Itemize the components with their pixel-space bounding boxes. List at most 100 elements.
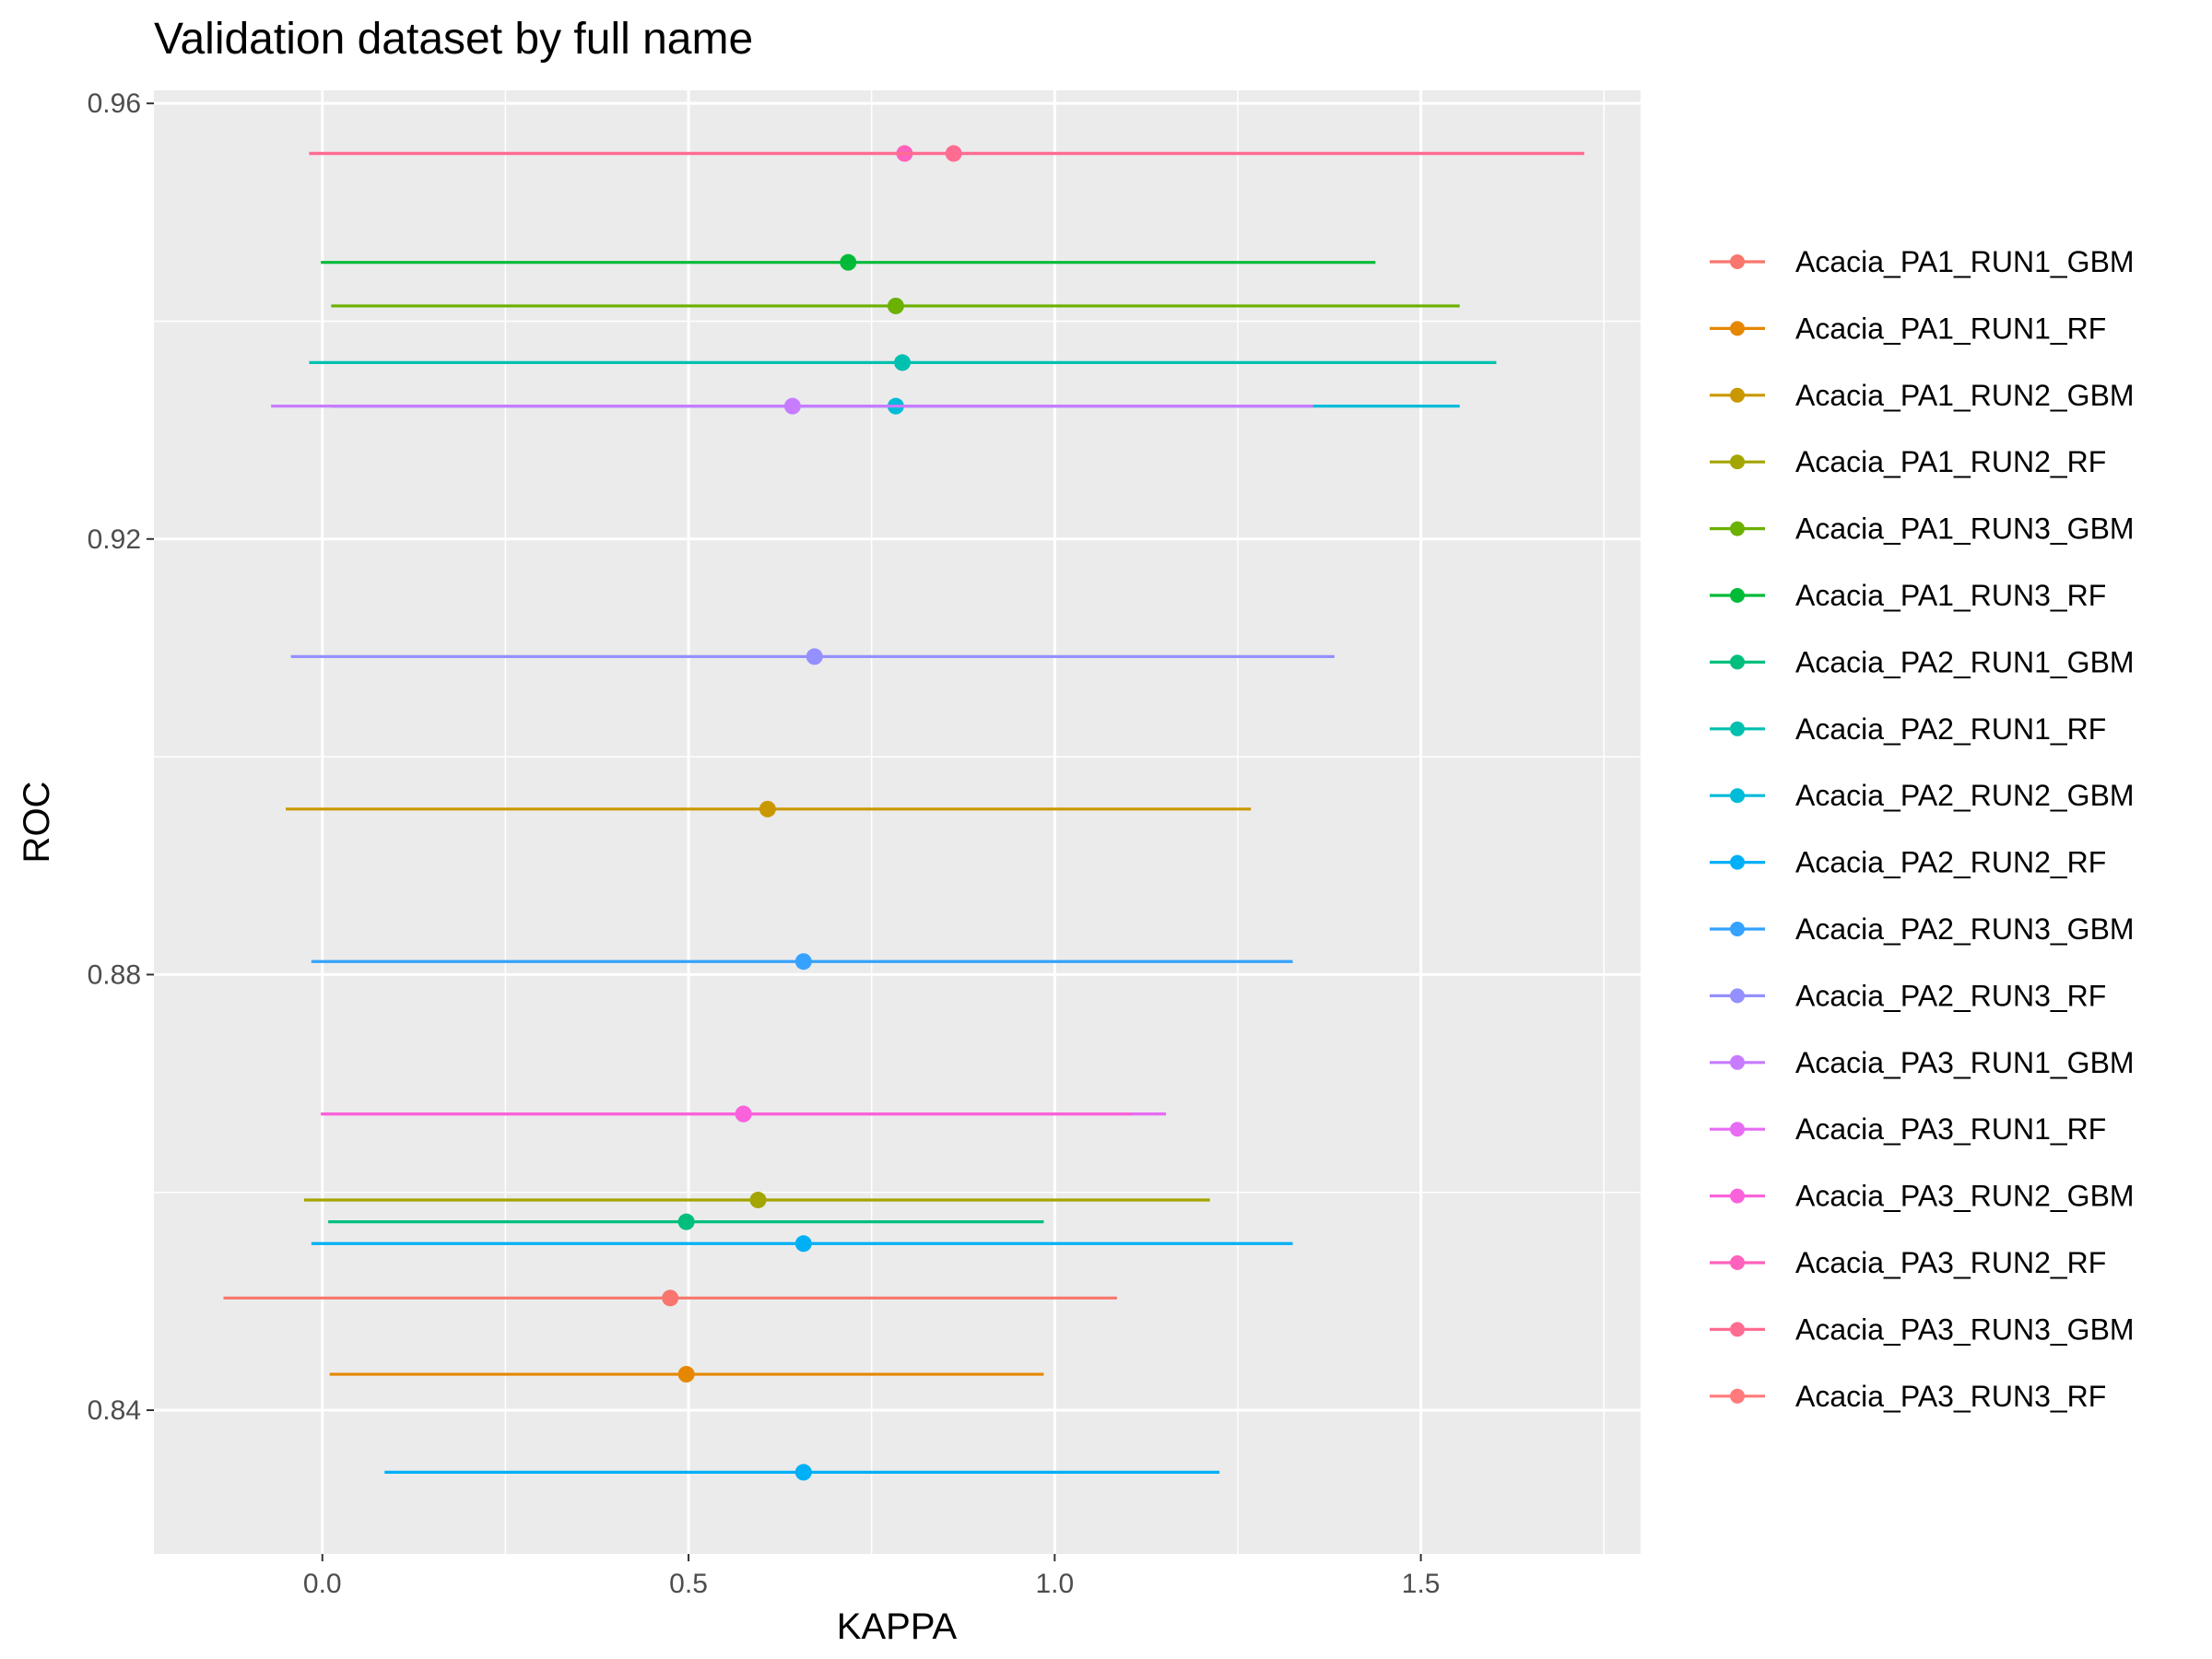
legend-label: Acacia_PA1_RUN2_RF [1795,445,2106,478]
y-tick-label: 0.96 [88,88,141,119]
data-point [735,1105,752,1123]
legend-key-point [1730,521,1745,536]
legend-item: Acacia_PA3_RUN1_RF [1710,1112,2106,1146]
series-Acacia_PA1_RUN3_RF [321,253,1376,271]
legend-item: Acacia_PA1_RUN1_RF [1710,312,2106,345]
legend-item: Acacia_PA3_RUN3_RF [1710,1380,2106,1413]
series-layer [223,145,1584,1481]
data-point [783,397,801,415]
data-point [677,1366,695,1383]
legend-label: Acacia_PA2_RUN1_GBM [1795,645,2135,678]
minor-gridlines [154,90,1641,1554]
legend-key-point [1730,321,1745,336]
data-point [794,1235,812,1253]
chart-title: Validation dataset by full name [154,15,753,64]
legend-key-point [1730,1322,1745,1337]
legend-key-point [1730,1122,1745,1137]
series-Acacia_PA1_RUN3_GBM [331,297,1460,314]
legend-label: Acacia_PA3_RUN2_GBM [1795,1180,2135,1213]
legend-item: Acacia_PA1_RUN3_RF [1710,579,2106,612]
data-point [759,800,776,818]
y-tick-label: 0.92 [88,524,141,555]
data-point [794,1464,812,1481]
major-gridlines [154,90,1641,1554]
series-Acacia_PA2_RUN2_RF [311,1235,1293,1253]
legend-item: Acacia_PA3_RUN2_RF [1710,1246,2106,1279]
legend-label: Acacia_PA2_RUN1_RF [1795,712,2106,746]
data-point [840,253,857,271]
series-Acacia_PA3_RUN1_RF [271,397,1313,415]
legend-item: Acacia_PA1_RUN1_GBM [1710,245,2135,278]
legend-key-point [1730,454,1745,470]
legend-key-point [1730,922,1745,936]
x-tick-label: 0.5 [669,1569,708,1599]
legend-label: Acacia_PA2_RUN3_RF [1795,979,2106,1012]
legend-label: Acacia_PA3_RUN3_GBM [1795,1312,2135,1346]
legend-key-point [1730,721,1745,736]
data-point [662,1289,679,1307]
legend-label: Acacia_PA3_RUN2_RF [1795,1246,2106,1279]
legend-label: Acacia_PA2_RUN2_RF [1795,846,2106,879]
legend-label: Acacia_PA1_RUN1_GBM [1795,245,2135,278]
x-axis-title: KAPPA [837,1606,958,1647]
data-point [806,648,823,665]
y-axis-title: ROC [17,782,57,864]
series-Acacia_PA3_RUN1_GBM [290,648,1335,665]
series-Acacia_PA3_RUN3_RF [309,145,1584,162]
legend: Acacia_PA1_RUN1_GBM Acacia_PA1_RUN1_RF Aca… [1710,245,2135,1413]
legend-label: Acacia_PA3_RUN1_RF [1795,1112,2106,1146]
legend-label: Acacia_PA1_RUN3_RF [1795,579,2106,612]
data-point [945,145,962,162]
series-Acacia_PA1_RUN1_RF [329,1366,1044,1383]
legend-item: Acacia_PA3_RUN2_GBM [1710,1180,2135,1213]
series-Acacia_PA1_RUN2_GBM [286,800,1252,818]
data-point [749,1191,767,1208]
legend-label: Acacia_PA2_RUN2_GBM [1795,779,2135,812]
legend-item: Acacia_PA2_RUN2_GBM [1710,779,2135,812]
series-Acacia_PA1_RUN2_RF [303,1191,1210,1208]
series-Acacia_PA3_RUN2_RF [321,1105,1132,1123]
plot-panel [154,90,1641,1554]
legend-key-point [1730,1388,1745,1404]
x-axis: 0.0 0.5 1.0 1.5 [303,1554,1441,1599]
legend-key-point [1730,854,1745,870]
legend-label: Acacia_PA3_RUN1_GBM [1795,1046,2135,1079]
y-tick-label: 0.84 [88,1395,141,1426]
legend-key-point [1730,654,1745,670]
legend-item: Acacia_PA1_RUN3_GBM [1710,512,2135,546]
legend-label: Acacia_PA3_RUN3_RF [1795,1380,2106,1413]
x-tick-label: 0.0 [303,1569,342,1599]
x-tick-label: 1.0 [1035,1569,1074,1599]
legend-key-point [1730,387,1745,403]
legend-key-point [1730,788,1745,804]
legend-key-point [1730,254,1745,269]
legend-item: Acacia_PA3_RUN3_GBM [1710,1312,2135,1346]
legend-key-point [1730,1255,1745,1270]
series-Acacia_PA2_RUN3_RF [311,953,1293,971]
data-point [794,953,812,971]
legend-item: Acacia_PA3_RUN1_GBM [1710,1046,2135,1079]
y-tick-label: 0.88 [88,959,141,990]
data-point [887,297,904,314]
legend-key-point [1730,588,1745,603]
series-Acacia_PA2_RUN1_GBM [328,1213,1044,1230]
series-Acacia_PA2_RUN3_GBM [384,1464,1220,1481]
legend-item: Acacia_PA2_RUN1_RF [1710,712,2106,746]
legend-item: Acacia_PA2_RUN1_GBM [1710,645,2135,678]
legend-label: Acacia_PA2_RUN3_GBM [1795,912,2135,946]
y-axis: 0.84 0.88 0.92 0.96 [88,88,154,1426]
legend-item: Acacia_PA2_RUN3_GBM [1710,912,2135,946]
series-Acacia_PA1_RUN1_GBM [223,1289,1117,1307]
legend-item: Acacia_PA1_RUN2_RF [1710,445,2106,478]
legend-label: Acacia_PA1_RUN3_GBM [1795,512,2135,546]
legend-key-point [1730,1188,1745,1204]
legend-label: Acacia_PA1_RUN2_GBM [1795,379,2135,412]
x-tick-label: 1.5 [1402,1569,1441,1599]
data-point [677,1213,695,1230]
legend-key-point [1730,988,1745,1004]
series-Acacia_PA2_RUN1_RF [309,354,1497,371]
legend-item: Acacia_PA1_RUN2_GBM [1710,379,2135,412]
data-point [894,354,912,371]
legend-key-point [1730,1054,1745,1070]
